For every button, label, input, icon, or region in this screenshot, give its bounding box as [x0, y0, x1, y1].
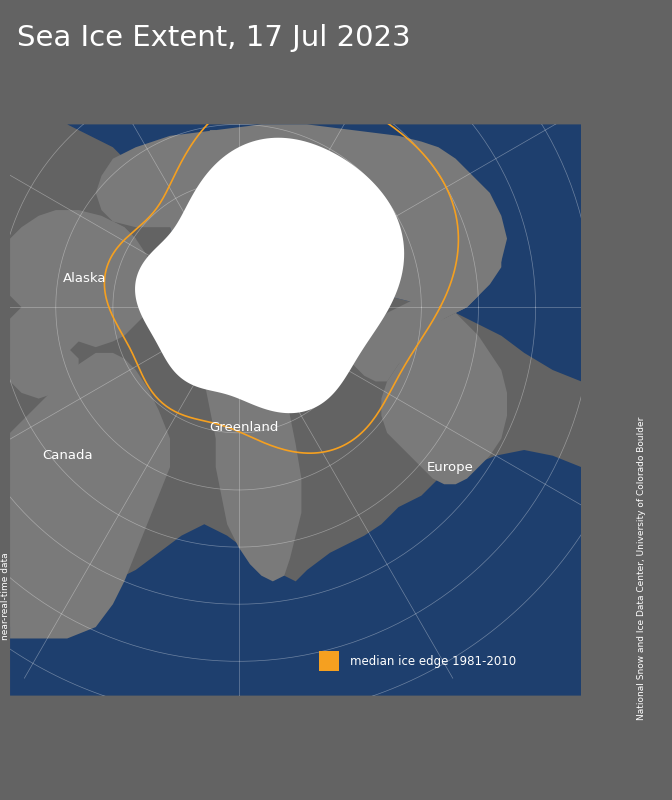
Polygon shape [10, 342, 79, 398]
Polygon shape [95, 125, 507, 313]
Polygon shape [330, 238, 364, 267]
Polygon shape [199, 342, 301, 582]
Text: National Snow and Ice Data Center, University of Colorado Boulder: National Snow and Ice Data Center, Unive… [637, 417, 646, 720]
Polygon shape [10, 450, 581, 695]
Polygon shape [10, 210, 159, 347]
Polygon shape [10, 353, 170, 638]
Polygon shape [135, 138, 404, 413]
Polygon shape [10, 222, 136, 376]
Text: Alaska: Alaska [62, 272, 106, 285]
Text: Greenland: Greenland [210, 421, 279, 434]
Bar [319, 651, 339, 671]
Text: median ice edge 1981-2010: median ice edge 1981-2010 [350, 655, 516, 668]
Text: Europe: Europe [427, 461, 473, 474]
Polygon shape [10, 125, 581, 382]
Polygon shape [353, 238, 501, 382]
Text: Sea Ice Extent, 17 Jul 2023: Sea Ice Extent, 17 Jul 2023 [17, 24, 411, 52]
Polygon shape [381, 313, 507, 484]
Polygon shape [199, 130, 244, 198]
Polygon shape [153, 296, 204, 342]
Text: Canada: Canada [42, 449, 93, 462]
Text: Russia: Russia [274, 255, 317, 268]
Text: near-real-time data: near-real-time data [1, 552, 10, 640]
